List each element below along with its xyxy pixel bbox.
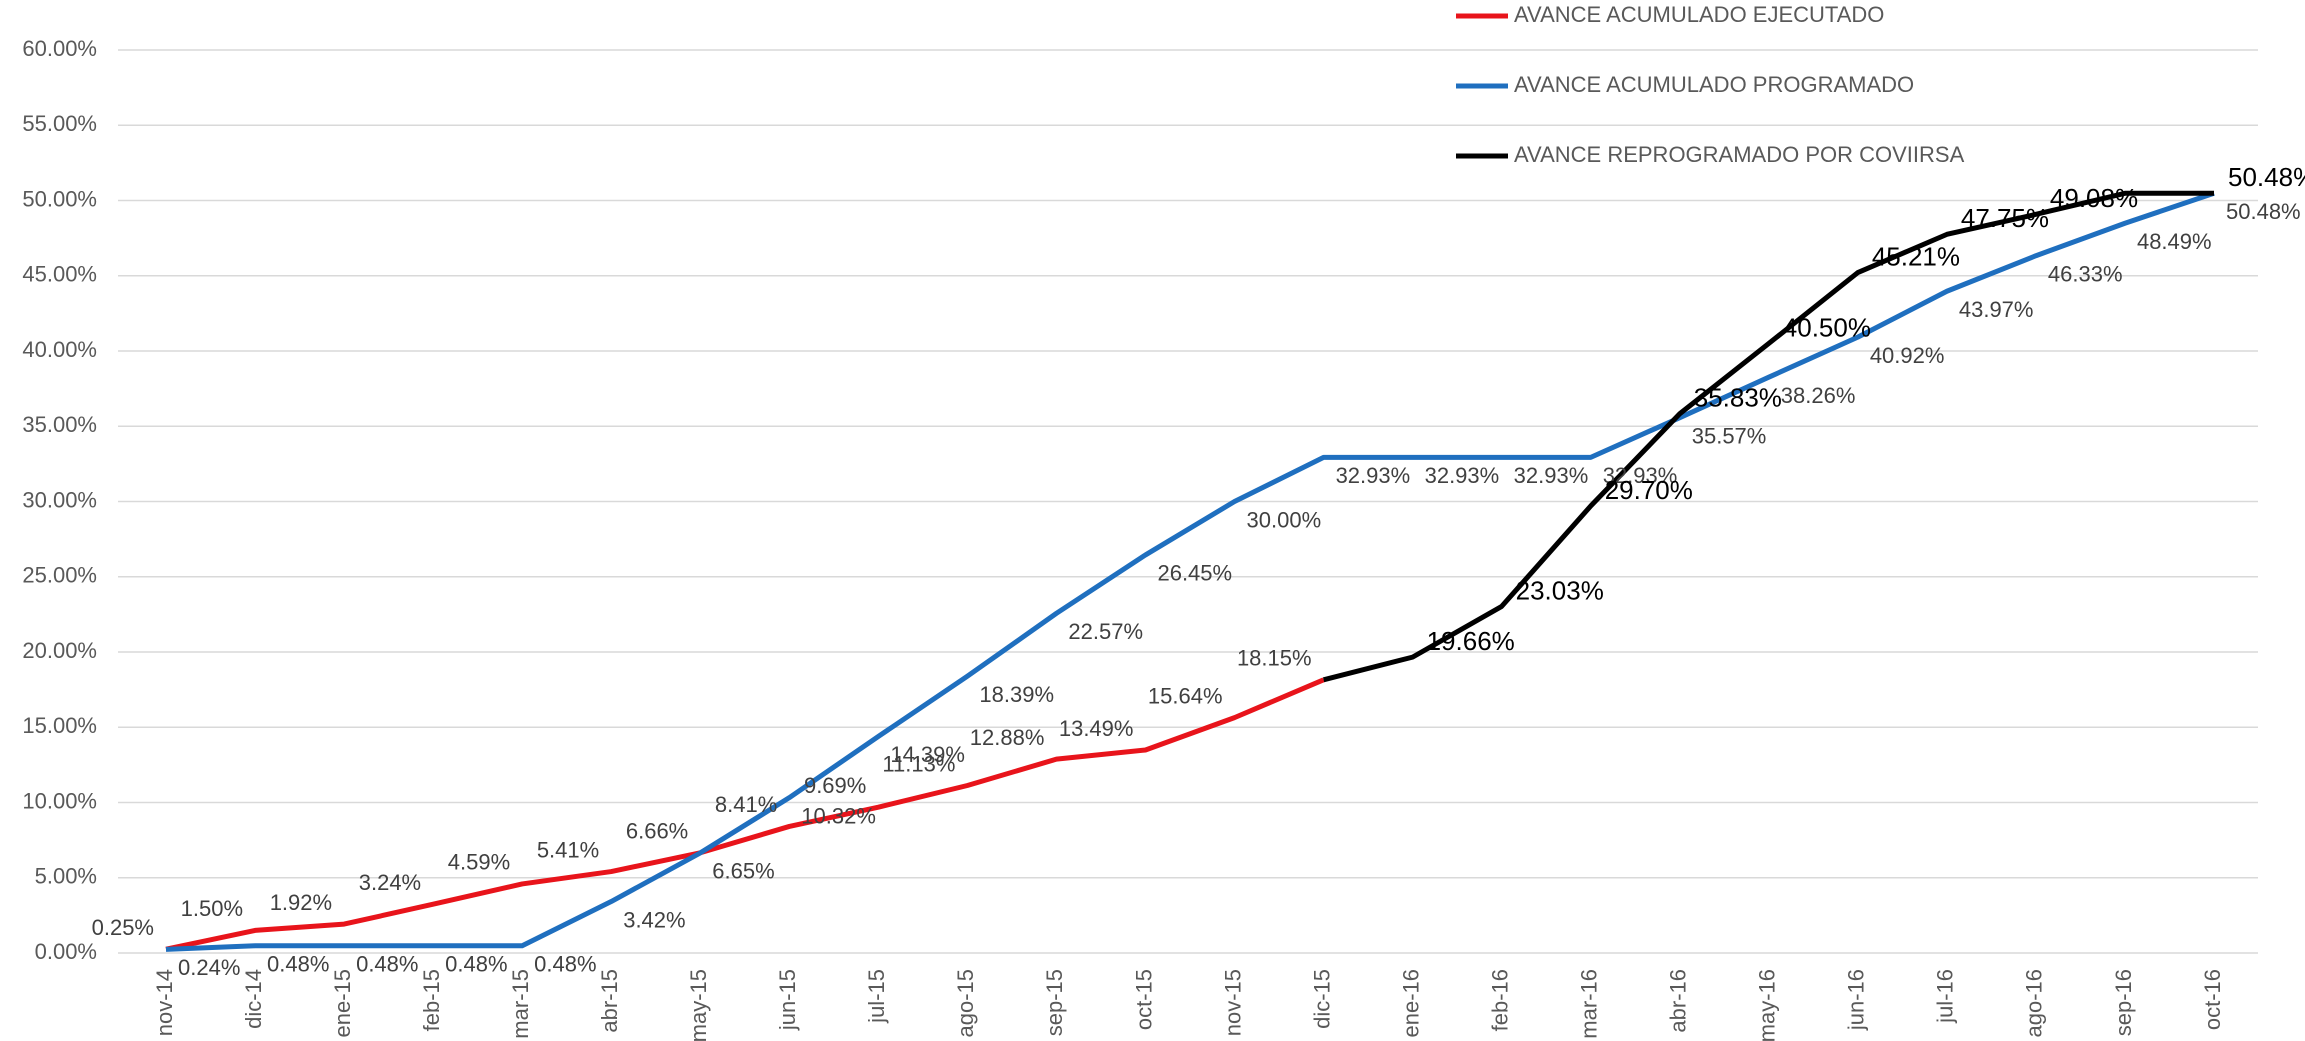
x-tick-label: ago-15 xyxy=(953,969,978,1038)
data-label: 0.48% xyxy=(445,952,507,977)
data-label: 1.50% xyxy=(181,896,243,921)
data-label: 10.32% xyxy=(801,803,876,828)
data-label: 19.66% xyxy=(1427,626,1515,656)
x-tick-label: may-15 xyxy=(686,969,711,1041)
x-tick-label: oct-16 xyxy=(2200,969,2225,1030)
y-tick-label: 60.00% xyxy=(22,36,97,61)
x-tick-label: feb-15 xyxy=(419,969,444,1031)
data-label: 32.93% xyxy=(1603,463,1678,488)
x-tick-label: sep-16 xyxy=(2111,969,2136,1036)
data-label: 0.48% xyxy=(534,952,596,977)
data-label: 5.41% xyxy=(537,837,599,862)
x-tick-label: dic-14 xyxy=(241,969,266,1029)
data-label: 40.92% xyxy=(1870,343,1945,368)
legend-label: AVANCE ACUMULADO EJECUTADO xyxy=(1514,2,1884,27)
data-label: 46.33% xyxy=(2048,262,2123,287)
x-tick-label: mar-16 xyxy=(1577,969,1602,1039)
data-label: 1.92% xyxy=(270,890,332,915)
data-label: 0.25% xyxy=(92,915,154,940)
x-tick-label: mar-15 xyxy=(508,969,533,1039)
y-tick-label: 45.00% xyxy=(22,262,97,287)
data-label: 8.41% xyxy=(715,792,777,817)
x-tick-label: sep-15 xyxy=(1042,969,1067,1036)
legend-label: AVANCE REPROGRAMADO POR COVIIRSA xyxy=(1514,142,1965,167)
x-tick-label: may-16 xyxy=(1755,969,1780,1041)
series-line xyxy=(165,677,1325,952)
series-line xyxy=(1322,190,2214,683)
data-label: 49.08% xyxy=(2050,183,2138,213)
x-tick-label: feb-16 xyxy=(1487,969,1512,1031)
data-label: 0.24% xyxy=(178,955,240,980)
data-label: 38.26% xyxy=(1781,383,1856,408)
data-label: 45.21% xyxy=(1872,241,1960,271)
data-label: 14.39% xyxy=(890,742,965,767)
data-label: 6.66% xyxy=(626,819,688,844)
y-tick-label: 55.00% xyxy=(22,111,97,136)
data-label: 23.03% xyxy=(1516,575,1604,605)
data-label: 32.93% xyxy=(1514,463,1589,488)
x-tick-label: jul-15 xyxy=(864,969,889,1024)
data-label: 4.59% xyxy=(448,850,510,875)
data-label: 13.49% xyxy=(1059,716,1134,741)
data-label: 32.93% xyxy=(1425,463,1500,488)
data-label: 29.70% xyxy=(1605,475,1693,505)
data-label: 40.50% xyxy=(1783,312,1871,342)
data-label: 15.64% xyxy=(1148,683,1223,708)
y-tick-label: 40.00% xyxy=(22,337,97,362)
data-label: 43.97% xyxy=(1959,297,2034,322)
y-tick-label: 10.00% xyxy=(22,788,97,813)
y-tick-label: 35.00% xyxy=(22,412,97,437)
x-tick-label: jun-15 xyxy=(775,969,800,1031)
x-tick-label: abr-15 xyxy=(597,969,622,1033)
data-label: 35.57% xyxy=(1692,423,1767,448)
x-tick-label: ene-16 xyxy=(1398,969,1423,1038)
data-label: 0.48% xyxy=(356,952,418,977)
data-label: 35.83% xyxy=(1694,383,1782,413)
data-label: 50.48% xyxy=(2228,162,2305,192)
legend-label: AVANCE ACUMULADO PROGRAMADO xyxy=(1514,72,1914,97)
x-tick-label: ene-15 xyxy=(330,969,355,1038)
x-tick-label: dic-15 xyxy=(1309,969,1334,1029)
y-tick-label: 30.00% xyxy=(22,487,97,512)
data-label: 48.49% xyxy=(2137,229,2212,254)
x-tick-label: nov-15 xyxy=(1220,969,1245,1036)
data-label: 3.24% xyxy=(359,870,421,895)
data-label: 3.42% xyxy=(623,907,685,932)
data-label: 0.48% xyxy=(267,952,329,977)
x-tick-label: abr-16 xyxy=(1666,969,1691,1033)
data-label: 12.88% xyxy=(970,725,1045,750)
y-tick-label: 0.00% xyxy=(35,939,97,964)
data-label: 9.69% xyxy=(804,773,866,798)
data-label: 6.65% xyxy=(712,859,774,884)
data-label: 47.75% xyxy=(1961,203,2049,233)
y-tick-label: 20.00% xyxy=(22,638,97,663)
series-line xyxy=(165,190,2215,952)
data-label: 26.45% xyxy=(1157,561,1232,586)
x-tick-label: oct-15 xyxy=(1131,969,1156,1030)
x-tick-label: jun-16 xyxy=(1844,969,1869,1031)
y-tick-label: 5.00% xyxy=(35,864,97,889)
data-label: 50.48% xyxy=(2226,199,2301,224)
y-tick-label: 50.00% xyxy=(22,186,97,211)
y-tick-label: 15.00% xyxy=(22,713,97,738)
y-tick-label: 25.00% xyxy=(22,563,97,588)
data-label: 18.15% xyxy=(1237,646,1312,671)
data-label: 11.13% xyxy=(882,751,955,776)
data-label: 18.39% xyxy=(979,682,1054,707)
data-label: 30.00% xyxy=(1247,507,1322,532)
data-label: 32.93% xyxy=(1336,463,1411,488)
x-tick-label: ago-16 xyxy=(2022,969,2047,1038)
x-tick-label: nov-14 xyxy=(152,969,177,1036)
x-tick-label: jul-16 xyxy=(1933,969,1958,1024)
data-label: 22.57% xyxy=(1068,619,1143,644)
